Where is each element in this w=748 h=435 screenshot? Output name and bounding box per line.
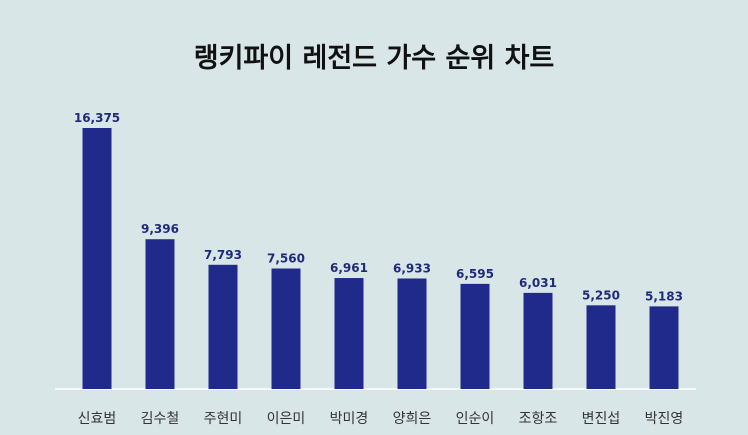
bar-4 [271, 268, 301, 389]
category-label: 주현미 [204, 411, 243, 427]
data-label: 6,961 [330, 261, 368, 275]
data-label: 5,250 [582, 288, 620, 302]
bar-6 [397, 278, 427, 389]
bar-2 [145, 239, 175, 389]
data-label: 9,396 [141, 222, 179, 236]
category-label: 양희은 [393, 411, 432, 427]
bar-10 [649, 306, 679, 389]
category-label: 변진섭 [582, 411, 621, 427]
data-label: 6,933 [393, 261, 431, 275]
category-label: 이은미 [267, 411, 306, 427]
category-label: 신효범 [78, 411, 117, 427]
data-label: 7,793 [204, 248, 242, 262]
category-label: 박진영 [645, 411, 684, 427]
data-label: 5,183 [645, 289, 683, 303]
bar-7 [460, 283, 490, 389]
category-label: 인순이 [456, 411, 495, 427]
data-label: 6,031 [519, 276, 557, 290]
bar-9 [586, 305, 616, 389]
category-label: 박미경 [330, 411, 369, 427]
bar-1 [82, 128, 112, 389]
category-label: 조항조 [519, 411, 558, 427]
chart-title: 랭키파이 레전드 가수 순위 차트 [193, 43, 555, 74]
category-label: 김수철 [141, 411, 180, 427]
bar-5 [334, 278, 364, 389]
data-label: 7,560 [267, 252, 305, 266]
data-label: 16,375 [74, 111, 120, 125]
bar-3 [208, 264, 238, 389]
data-label: 6,595 [456, 267, 494, 281]
bar-8 [523, 292, 553, 389]
